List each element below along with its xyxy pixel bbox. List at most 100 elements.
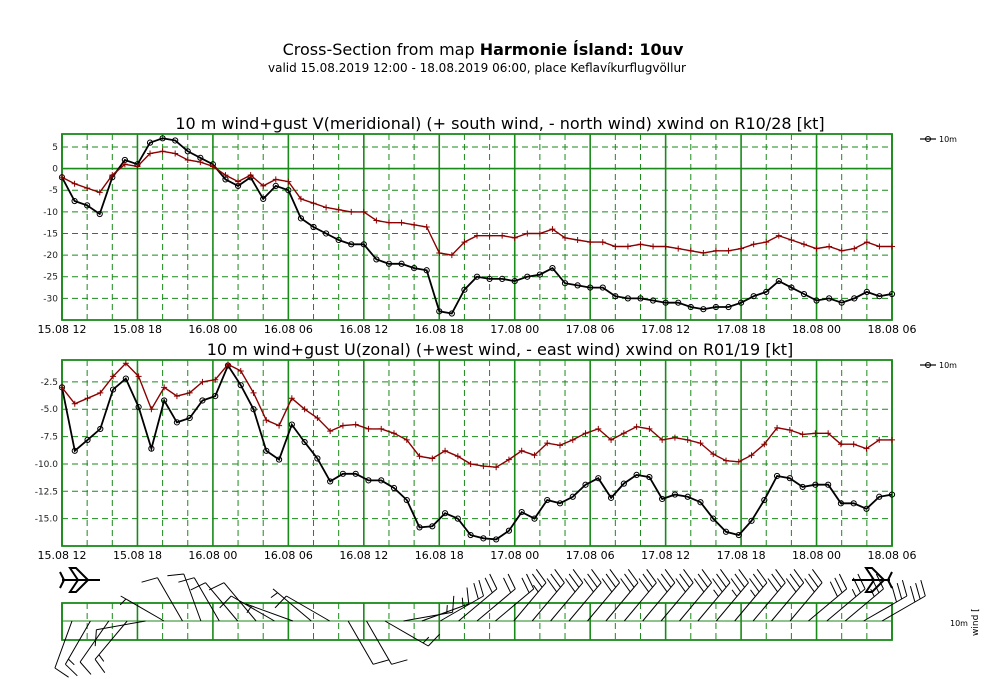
gust-point xyxy=(582,430,589,437)
wind-point xyxy=(761,496,768,504)
wind-point xyxy=(863,505,870,512)
wind-point xyxy=(373,256,380,263)
gust-point xyxy=(159,148,166,155)
wind-point xyxy=(480,535,487,542)
gust-point xyxy=(569,436,576,443)
gust-point xyxy=(738,245,745,252)
wind-point xyxy=(250,406,257,413)
wind-point xyxy=(499,275,506,283)
wind-point xyxy=(314,455,321,462)
wind-point xyxy=(486,275,493,283)
x-tick-label: 17.08 18 xyxy=(717,549,766,562)
wind-barb xyxy=(752,569,786,622)
gust-point xyxy=(314,414,321,421)
wind-point xyxy=(237,382,244,389)
wind-point xyxy=(146,139,154,146)
gust-point xyxy=(403,436,410,443)
wind-point xyxy=(687,303,694,311)
wind-point xyxy=(812,481,819,488)
wind-barb xyxy=(550,569,584,622)
wind-point xyxy=(378,477,385,484)
gust-point xyxy=(327,428,334,435)
gust-point xyxy=(786,427,793,434)
wind-point xyxy=(301,438,308,446)
gust-point xyxy=(646,425,653,432)
x-tick-label: 15.08 18 xyxy=(113,549,162,562)
x-tick-label: 18.08 00 xyxy=(792,549,841,562)
wind-point xyxy=(390,484,398,492)
gust-point xyxy=(467,460,474,467)
gust-point xyxy=(812,430,819,437)
gust-point xyxy=(608,436,615,443)
wind-barb xyxy=(270,588,312,622)
gust-point xyxy=(348,208,355,215)
wind-point xyxy=(184,148,191,155)
wind-point xyxy=(96,210,103,218)
wind-barb xyxy=(190,582,239,622)
wind-barb xyxy=(513,569,547,622)
gust-point xyxy=(637,241,644,248)
wind-barb xyxy=(421,587,470,622)
wind-point xyxy=(574,282,581,289)
gust-point xyxy=(700,249,707,256)
wind-point xyxy=(436,308,443,315)
gust-point xyxy=(889,436,895,443)
gust-point xyxy=(442,447,449,454)
x-tick-label: 16.08 00 xyxy=(188,549,237,562)
plot-frame xyxy=(61,602,893,641)
airplane-icon-right xyxy=(852,567,893,593)
gust-point xyxy=(813,245,820,252)
gust-point xyxy=(499,232,506,239)
gust-point xyxy=(675,245,682,252)
gust-point xyxy=(71,180,78,187)
gust-point xyxy=(134,163,141,170)
wind-barb xyxy=(54,620,73,678)
gust-point xyxy=(825,430,832,437)
wind-point xyxy=(84,436,91,443)
wind-point xyxy=(637,295,644,302)
wind-point xyxy=(813,297,820,304)
gust-point xyxy=(250,389,257,396)
gust-point xyxy=(272,176,279,183)
gust-point xyxy=(863,445,870,452)
gust-point xyxy=(225,361,231,368)
wind-barb xyxy=(789,569,823,622)
wind-point xyxy=(335,236,342,244)
figure-title: Cross-Section from map Harmonie Ísland: … xyxy=(283,40,684,59)
y-tick-label: -10 xyxy=(43,208,58,218)
wind-point xyxy=(737,299,745,306)
wind-barb xyxy=(715,569,749,622)
y-tick-label: -10.0 xyxy=(35,460,59,470)
gust-point xyxy=(876,243,883,250)
wind-point xyxy=(272,182,279,190)
wind-point xyxy=(531,515,538,522)
wind-point xyxy=(411,264,418,272)
wind-barb xyxy=(458,573,498,622)
wind-point xyxy=(659,495,666,503)
gust-series-line xyxy=(61,362,892,468)
wind-point xyxy=(722,528,730,535)
wind-point xyxy=(97,425,104,433)
wind-point xyxy=(624,295,632,302)
gust-point xyxy=(662,243,669,250)
x-tick-label: 16.08 06 xyxy=(264,323,313,336)
x-tick-label: 15.08 18 xyxy=(113,323,162,336)
gust-point xyxy=(212,376,219,383)
wind-point xyxy=(493,536,500,543)
gust-point xyxy=(301,406,308,413)
plot-frame xyxy=(61,359,893,547)
wind-point xyxy=(569,493,576,500)
gust-point xyxy=(659,436,666,443)
gust-point xyxy=(360,208,367,215)
wind-point xyxy=(122,375,129,382)
gust-point xyxy=(288,395,295,402)
wind-point xyxy=(825,481,832,488)
wind-point xyxy=(876,293,883,300)
wind-barb xyxy=(439,579,484,622)
gust-point xyxy=(863,239,870,246)
wind-point xyxy=(505,527,513,534)
wind-point xyxy=(735,531,742,539)
wind-series-line xyxy=(61,363,893,541)
gust-point xyxy=(775,232,782,239)
